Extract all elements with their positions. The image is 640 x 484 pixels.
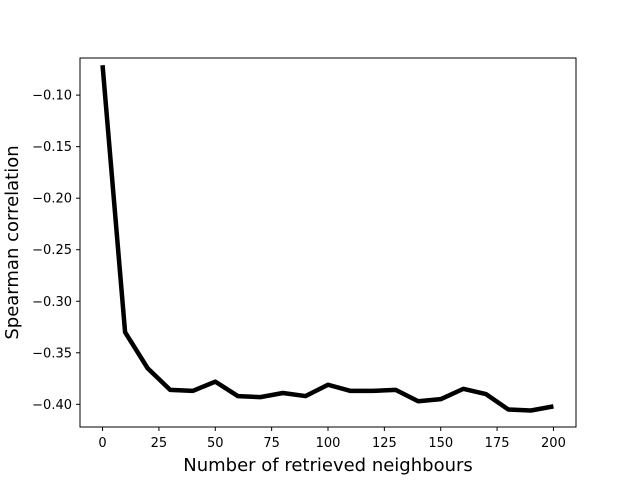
series-line: [100, 65, 554, 413]
x-tick-label: 150: [428, 436, 453, 451]
x-tick-label: 75: [263, 436, 280, 451]
x-tick-label: 100: [316, 436, 341, 451]
y-axis-ticks: −0.10 −0.15 −0.20 −0.25 −0.30 −0.35 −0.40: [32, 89, 80, 413]
x-tick-label: 200: [541, 436, 566, 451]
x-tick-label: 125: [372, 436, 397, 451]
y-tick-label: −0.20: [32, 192, 72, 207]
y-tick-label: −0.35: [32, 346, 72, 361]
y-tick-label: −0.10: [32, 89, 72, 104]
x-tick-label: 25: [151, 436, 168, 451]
y-tick-label: −0.30: [32, 295, 72, 310]
x-tick-label: 50: [207, 436, 224, 451]
y-axis-label: Spearman correlation: [2, 145, 23, 339]
plot-area-frame: [79, 57, 577, 428]
x-tick-label: 175: [485, 436, 510, 451]
y-tick-label: −0.25: [32, 243, 72, 258]
y-tick-label: −0.40: [32, 398, 72, 413]
y-tick-label: −0.15: [32, 140, 72, 155]
x-tick-label: 0: [98, 436, 106, 451]
x-axis-ticks: 0 25 50 75 100 125 150 175 200: [98, 427, 566, 451]
x-axis-label: Number of retrieved neighbours: [183, 455, 473, 476]
